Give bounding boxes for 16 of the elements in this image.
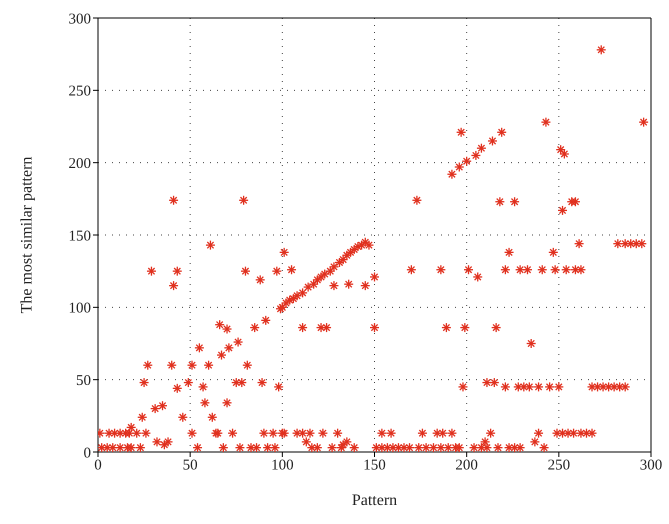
x-tick-label: 250 bbox=[548, 458, 570, 474]
x-tick-label: 50 bbox=[182, 458, 198, 474]
y-tick-label: 100 bbox=[68, 300, 91, 317]
y-tick-label: 0 bbox=[84, 445, 91, 462]
y-tick-label: 150 bbox=[68, 228, 91, 244]
y-axis-title: The most similar pattern bbox=[18, 156, 36, 314]
y-tick-label: 50 bbox=[76, 372, 91, 389]
x-tick-label: 100 bbox=[271, 458, 294, 474]
y-tick-label: 200 bbox=[68, 156, 91, 172]
x-tick-label: 0 bbox=[94, 458, 102, 474]
y-tick-label: 300 bbox=[68, 11, 91, 28]
x-tick-label: 150 bbox=[363, 458, 386, 474]
y-tick-label: 250 bbox=[68, 84, 91, 100]
x-tick-label: 200 bbox=[455, 458, 478, 474]
x-axis-title: Pattern bbox=[352, 492, 398, 509]
x-tick-label: 300 bbox=[640, 458, 662, 474]
